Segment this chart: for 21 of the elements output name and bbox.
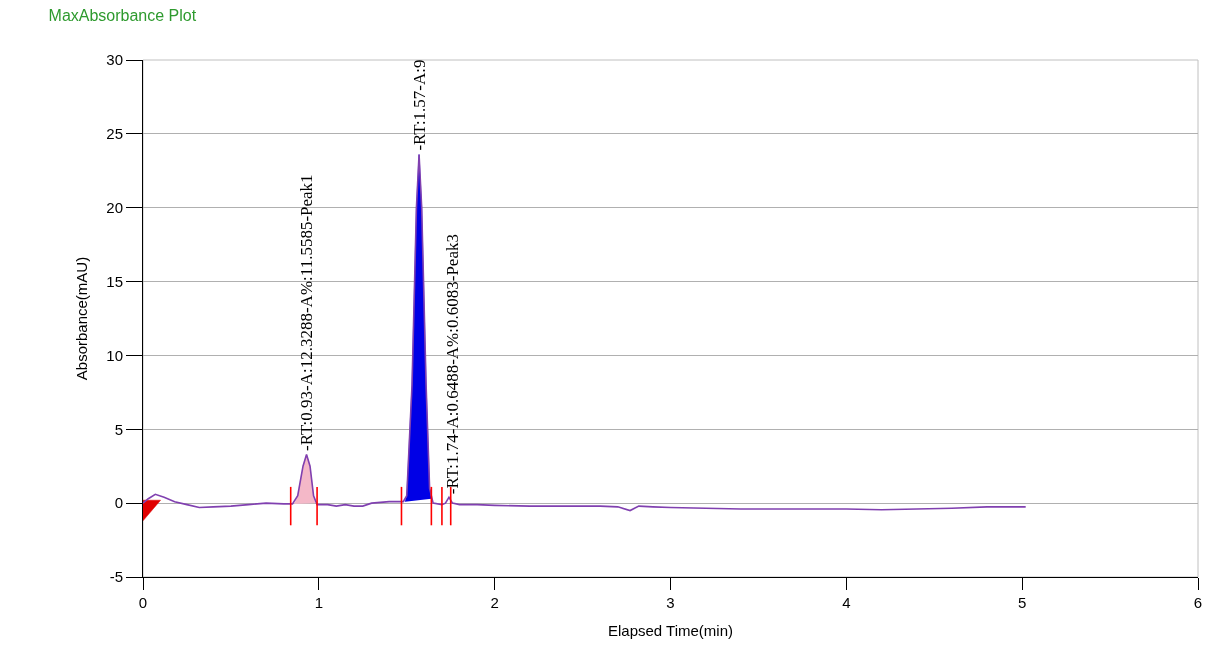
y-tick-label: 10 <box>106 346 123 364</box>
x-tick-label: 0 <box>138 594 148 611</box>
chart-title: MaxAbsorbance Plot <box>48 7 197 25</box>
y-tick-label: 5 <box>114 420 123 438</box>
y-tick-label: 15 <box>106 272 123 290</box>
annotation: -RT:0.93-A:12.3288-A%:11.5585-Peak1 <box>297 174 317 451</box>
y-tick-label: 25 <box>106 125 123 143</box>
y-tick-label: -5 <box>109 568 123 586</box>
x-axis-title: Elapsed Time(min) <box>607 622 734 639</box>
y-tick-label: 30 <box>106 51 123 69</box>
x-tick-label: 5 <box>1018 594 1027 611</box>
x-tick-label: 2 <box>490 594 499 611</box>
x-tick-label: 6 <box>1193 594 1203 611</box>
annotation: -RT:1.74-A:0.6488-A%:0.6083-Peak3 <box>442 234 462 495</box>
x-tick-label: 3 <box>666 594 675 611</box>
x-tick-label: 1 <box>314 594 323 611</box>
annotation: -RT:1.57-A:9 <box>409 59 429 151</box>
y-axis-title: Absorbance(mAU) <box>72 256 90 381</box>
x-tick-label: 4 <box>842 594 851 611</box>
y-tick-label: 20 <box>106 198 123 216</box>
y-tick-label: 0 <box>114 494 123 512</box>
